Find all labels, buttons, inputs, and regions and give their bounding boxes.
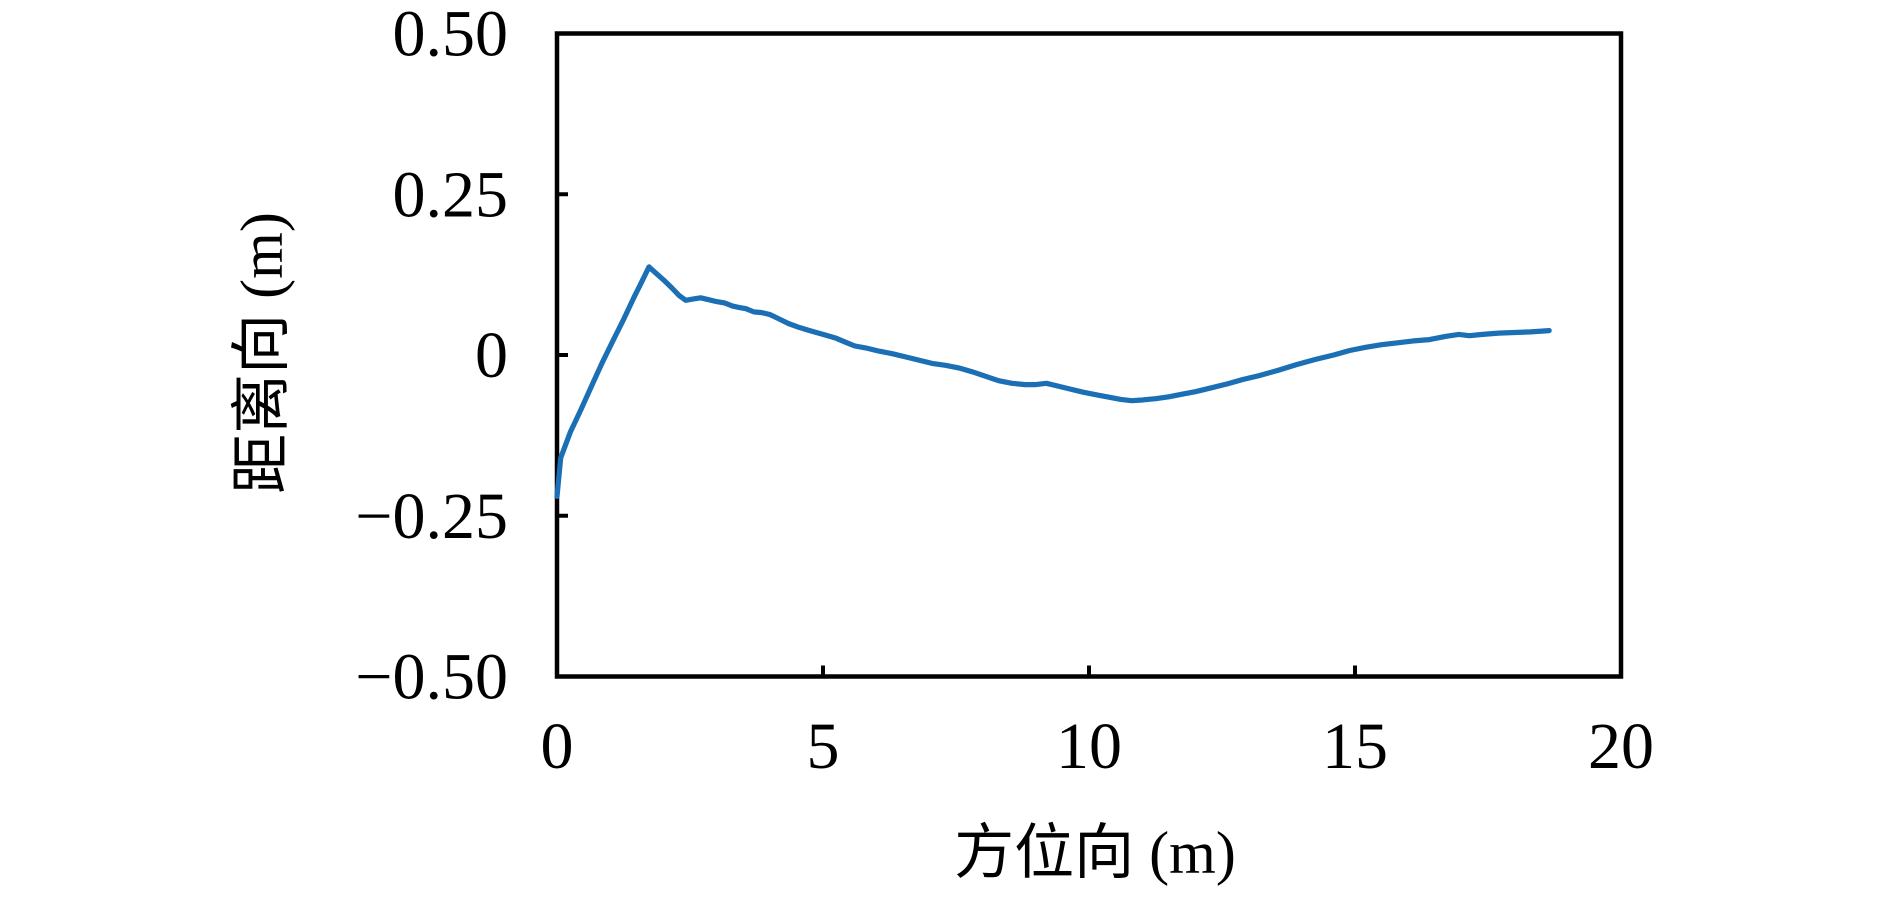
y-tick-label: −0.25 <box>355 480 508 553</box>
plot-frame <box>554 31 1624 679</box>
y-tick-label: −0.50 <box>355 641 508 714</box>
data-line <box>554 264 1552 500</box>
y-tick-label: 0.50 <box>393 0 509 71</box>
x-tick-label: 10 <box>1056 710 1122 783</box>
y-tick-label: 0 <box>475 319 508 392</box>
x-tick-label: 20 <box>1588 710 1654 783</box>
x-tick-label: 0 <box>541 710 574 783</box>
x-tick-label: 15 <box>1322 710 1388 783</box>
y-tick-label: 0.25 <box>393 158 509 231</box>
y-axis-title: 距离向 (m) <box>229 212 295 494</box>
x-axis-title: 方位向 (m) <box>954 820 1236 886</box>
x-tick-label: 5 <box>807 710 840 783</box>
